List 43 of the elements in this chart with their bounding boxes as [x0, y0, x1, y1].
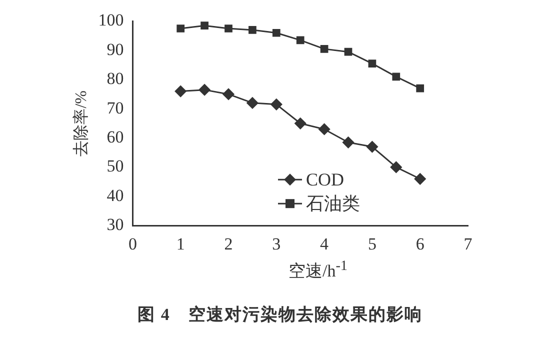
point [294, 118, 306, 130]
point [200, 22, 208, 30]
point [342, 136, 354, 148]
y-tick-label: 100 [98, 10, 124, 30]
point [270, 98, 282, 110]
point [320, 45, 328, 53]
y-tick-label: 50 [106, 156, 124, 176]
point [176, 24, 185, 32]
point [246, 97, 258, 109]
y-axis-title: 去除率/% [72, 90, 90, 156]
x-tick-label: 2 [224, 234, 233, 254]
y-tick-label: 30 [106, 215, 124, 234]
point [272, 28, 280, 37]
x-axis-title: 空速/h$^{-1}$ [287, 258, 349, 283]
x-tick-label: 1 [176, 234, 185, 254]
x-tick-label: 3 [272, 234, 281, 254]
x-tick-label: 6 [416, 234, 424, 254]
point [344, 48, 352, 56]
legend-label: 石油类 [306, 193, 360, 214]
point [416, 84, 424, 92]
point [224, 24, 232, 32]
y-tick-label: 70 [106, 98, 124, 118]
x-tick-label: 5 [368, 234, 376, 254]
point [390, 161, 402, 173]
y-tick-label: 60 [106, 127, 124, 146]
legend-label: COD [306, 169, 344, 190]
point [392, 72, 400, 81]
x-tick-label: 0 [128, 234, 137, 254]
y-tick-label: 80 [106, 69, 124, 88]
point [414, 173, 426, 185]
point [296, 36, 304, 44]
point [368, 60, 376, 68]
point [248, 26, 256, 34]
point [318, 123, 330, 135]
y-tick-label: 40 [106, 186, 124, 205]
x-tick-label: 4 [320, 234, 330, 254]
x-tick-label: 7 [464, 234, 473, 254]
point [366, 141, 378, 153]
point [174, 86, 186, 98]
y-tick-label: 90 [106, 40, 124, 59]
text: 图 4 空速对污染物去除效果的影响 [136, 304, 424, 326]
point [198, 84, 210, 96]
point [222, 88, 234, 100]
